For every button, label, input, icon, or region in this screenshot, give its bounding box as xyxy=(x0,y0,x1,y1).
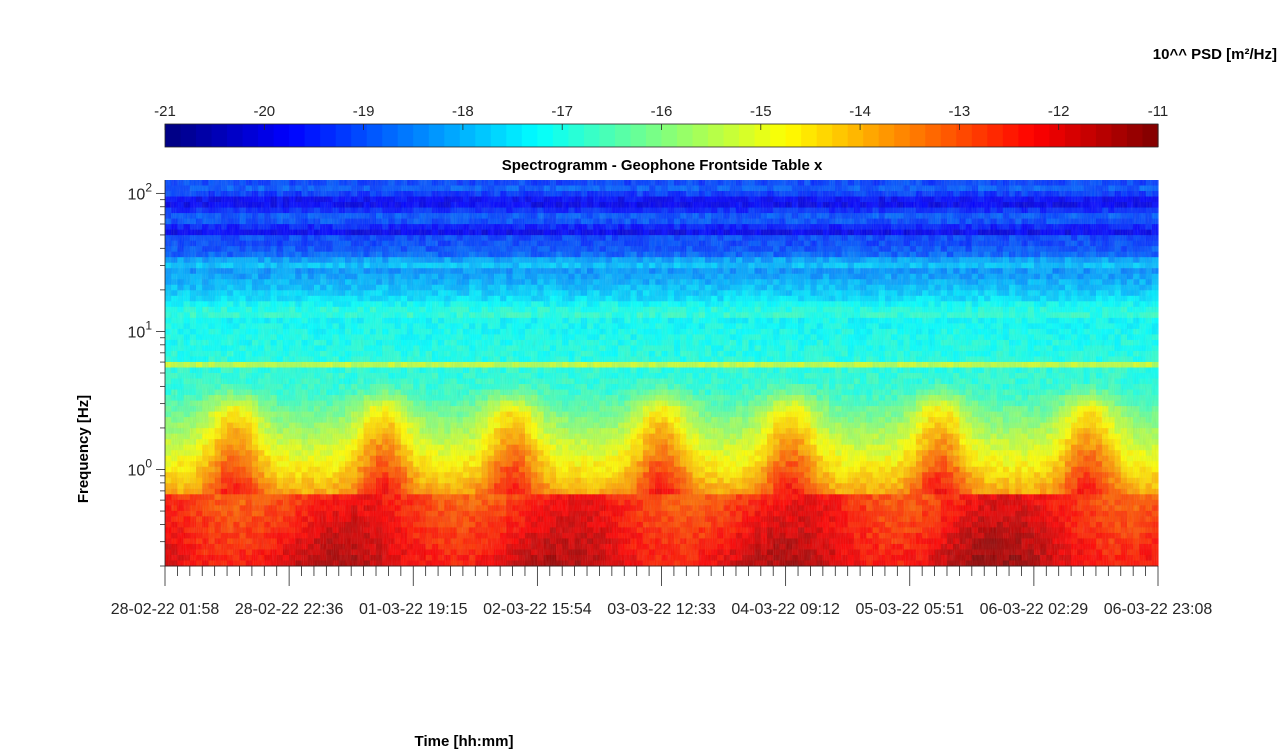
colorbar-segment xyxy=(165,124,181,147)
colorbar-tick-label: -12 xyxy=(1048,103,1070,120)
colorbar-segment xyxy=(506,124,522,147)
colorbar-label: 10^^ PSD [m²/Hz] xyxy=(1153,46,1277,63)
chart-title: Spectrogramm - Geophone Frontside Table … xyxy=(502,157,823,174)
colorbar-segment xyxy=(1142,124,1158,147)
colorbar-segment xyxy=(1080,124,1096,147)
colorbar-segment xyxy=(646,124,662,147)
colorbar-tick-label: -15 xyxy=(750,103,772,120)
colorbar-segment xyxy=(196,124,212,147)
colorbar-segment xyxy=(615,124,631,147)
colorbar-segment xyxy=(1003,124,1019,147)
colorbar-segment xyxy=(1034,124,1050,147)
colorbar-tick-label: -19 xyxy=(353,103,375,120)
colorbar-segment xyxy=(693,124,709,147)
colorbar-segment xyxy=(708,124,724,147)
colorbar-segment xyxy=(553,124,569,147)
colorbar-segment xyxy=(475,124,491,147)
colorbar-segment xyxy=(1018,124,1034,147)
colorbar-segment xyxy=(786,124,802,147)
colorbar-segment xyxy=(677,124,693,147)
colorbar-segment xyxy=(227,124,243,147)
colorbar-segment xyxy=(413,124,429,147)
colorbar-segment xyxy=(879,124,895,147)
colorbar-segment xyxy=(537,124,553,147)
colorbar-tick-label: -20 xyxy=(253,103,275,120)
colorbar-segment xyxy=(739,124,755,147)
colorbar-tick-label: -11 xyxy=(1148,103,1169,120)
colorbar-tick-label: -13 xyxy=(949,103,971,120)
colorbar-segment xyxy=(941,124,957,147)
colorbar-segment xyxy=(925,124,941,147)
colorbar-segment xyxy=(336,124,352,147)
colorbar-segment xyxy=(212,124,228,147)
colorbar-segment xyxy=(367,124,383,147)
colorbar-segment xyxy=(258,124,274,147)
colorbar-segment xyxy=(382,124,398,147)
colorbar-segment xyxy=(429,124,445,147)
colorbar-segment xyxy=(972,124,988,147)
colorbar-segment xyxy=(181,124,197,147)
colorbar-tick-label: -18 xyxy=(452,103,474,120)
colorbar-segment xyxy=(584,124,600,147)
colorbar-segment xyxy=(863,124,879,147)
colorbar-segment xyxy=(817,124,833,147)
colorbar-segment xyxy=(1049,124,1065,147)
colorbar-segment xyxy=(956,124,972,147)
colorbar-segment xyxy=(848,124,864,147)
spectrogram-heatmap xyxy=(165,180,1159,567)
colorbar-segment xyxy=(755,124,771,147)
colorbar-segment xyxy=(662,124,678,147)
colorbar-segment xyxy=(491,124,507,147)
colorbar-tick-label: -17 xyxy=(551,103,573,120)
colorbar-tick-label: -21 xyxy=(154,103,176,120)
colorbar-segment xyxy=(1127,124,1143,147)
colorbar-segment xyxy=(320,124,336,147)
colorbar-segment xyxy=(910,124,926,147)
colorbar-segment xyxy=(305,124,321,147)
colorbar-segment xyxy=(351,124,367,147)
colorbar-segment xyxy=(801,124,817,147)
colorbar-segment xyxy=(832,124,848,147)
colorbar-segment xyxy=(289,124,305,147)
colorbar-tick-label: -16 xyxy=(651,103,673,120)
colorbar-segment xyxy=(987,124,1003,147)
colorbar-tick-label: -14 xyxy=(849,103,871,120)
colorbar-segment xyxy=(460,124,476,147)
colorbar-segment xyxy=(630,124,646,147)
colorbar-segment xyxy=(1065,124,1081,147)
colorbar-segment xyxy=(1096,124,1112,147)
colorbar-segment xyxy=(770,124,786,147)
colorbar-segment xyxy=(568,124,584,147)
colorbar-segment xyxy=(599,124,615,147)
colorbar-segment xyxy=(724,124,740,147)
colorbar-segment xyxy=(522,124,538,147)
colorbar-segment xyxy=(1111,124,1127,147)
colorbar-segment xyxy=(274,124,290,147)
colorbar-segment xyxy=(398,124,414,147)
colorbar-segment xyxy=(444,124,460,147)
colorbar-segment xyxy=(243,124,259,147)
colorbar-segment xyxy=(894,124,910,147)
